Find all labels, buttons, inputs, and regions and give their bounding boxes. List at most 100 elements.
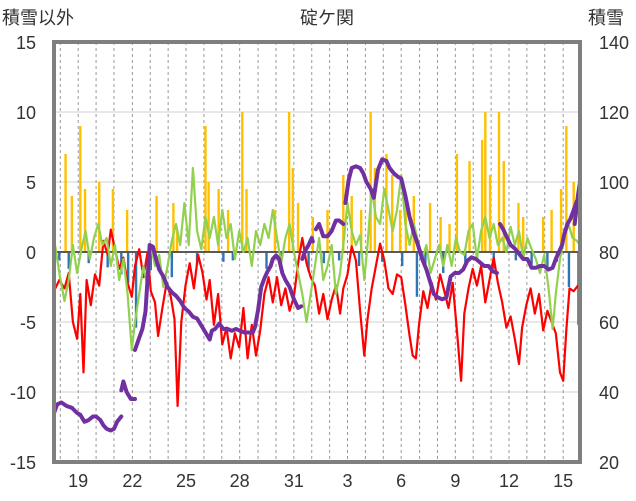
bar-s0-2 [79, 126, 82, 252]
x-tick-label-7: 9 [450, 471, 460, 491]
x-tick-label-9: 15 [553, 471, 573, 491]
bar-s0-5 [111, 189, 115, 252]
right-tick-label-6: 20 [599, 453, 619, 473]
line-s2-seg5 [343, 157, 499, 302]
bar-s0-35 [455, 154, 459, 252]
bar-s0-14 [241, 112, 244, 252]
bar-s1-20 [415, 252, 419, 297]
bar-s1-6 [134, 252, 138, 328]
bar-s0-47 [565, 126, 568, 252]
bar-s0-36 [468, 161, 471, 252]
line-s2-seg3 [300, 236, 315, 261]
bar-s1-11 [231, 252, 235, 261]
left-tick-label-3: 0 [26, 243, 36, 263]
bar-s0-38 [484, 112, 487, 252]
right-tick-label-1: 120 [599, 103, 629, 123]
bar-s0-24 [359, 210, 363, 252]
bar-s0-32 [428, 203, 432, 252]
bar-s0-45 [550, 210, 553, 252]
bar-s0-41 [502, 161, 505, 252]
bar-s1-19 [401, 252, 404, 266]
tick-label-layer: 15 10 5 0 -5 -10 -15 140 120 100 80 60 40 20 19 22 25 28 3… [10, 33, 629, 491]
line-s2-seg0 [52, 400, 124, 433]
left-tick-label-5: -10 [10, 383, 36, 403]
bar-s0-34 [448, 224, 451, 252]
x-tick-label-0: 19 [68, 471, 88, 491]
x-tick-label-6: 6 [396, 471, 406, 491]
bar-s1-28 [546, 252, 549, 268]
bar-s0-33 [439, 217, 442, 252]
line-s1-seg0 [52, 166, 582, 352]
bar-s1-30 [567, 252, 571, 287]
bar-s0-29 [398, 210, 402, 252]
bar-s0-46 [559, 189, 563, 252]
left-tick-label-6: -15 [10, 453, 36, 473]
bar-s1-16 [337, 252, 341, 261]
x-tick-label-3: 28 [230, 471, 250, 491]
bar-s1-27 [530, 252, 533, 265]
bar-s1-18 [381, 252, 384, 262]
right-tick-label-4: 60 [599, 313, 619, 333]
bar-s0-0 [64, 154, 67, 252]
bar-s0-7 [155, 196, 158, 252]
bar-s0-8 [172, 203, 175, 252]
plot-frame [52, 40, 582, 464]
bar-s1-14 [307, 252, 310, 272]
right-axis-title: 積雪 [588, 8, 624, 29]
right-tick-label-5: 40 [599, 383, 619, 403]
bar-s0-11 [207, 182, 210, 252]
line-s2-seg1 [119, 379, 137, 401]
bar-s1-8 [170, 252, 174, 278]
bar-s1-7 [149, 252, 152, 271]
bar-s1-17 [357, 252, 361, 266]
left-tick-label-2: 5 [26, 173, 36, 193]
bar-s0-28 [391, 175, 394, 252]
bar-s1-15 [322, 252, 326, 264]
bar-s0-40 [497, 112, 501, 252]
x-tick-label-4: 31 [284, 471, 304, 491]
bar-s1-1 [67, 252, 70, 269]
bar-s1-26 [514, 252, 518, 261]
line-s0-seg0 [52, 228, 582, 408]
bar-s0-20 [311, 217, 314, 252]
bar-s0-39 [488, 175, 492, 252]
right-tick-label-0: 140 [599, 33, 629, 53]
bar-s0-19 [296, 203, 300, 252]
x-tick-label-5: 3 [343, 471, 353, 491]
bar-s0-17 [287, 112, 291, 252]
bar-s0-15 [245, 189, 248, 252]
bar-s0-37 [480, 140, 484, 252]
bar-s0-3 [83, 189, 87, 252]
line-s2-seg4 [313, 218, 346, 239]
bar-s0-10 [204, 126, 207, 252]
line-s2-seg6 [498, 194, 582, 272]
bar-s0-44 [541, 217, 545, 252]
left-tick-label-4: -5 [20, 313, 36, 333]
x-tick-label-8: 12 [499, 471, 519, 491]
bar-s0-25 [369, 112, 372, 252]
bar-s0-42 [517, 203, 520, 252]
bar-s1-0 [58, 252, 61, 261]
bar-s1-23 [464, 252, 467, 264]
bar-s1-10 [222, 252, 225, 262]
left-tick-label-0: 15 [16, 33, 36, 53]
left-tick-label-1: 10 [16, 103, 36, 123]
line-s2-seg2 [133, 243, 304, 352]
bar-s0-1 [70, 196, 74, 252]
chart-title: 碇ケ関 [300, 8, 354, 29]
left-axis-title: 積雪以外 [2, 8, 74, 29]
bar-s1-5 [126, 252, 130, 283]
x-tick-label-2: 25 [176, 471, 196, 491]
line-layer [52, 157, 582, 433]
bar-s1-21 [424, 252, 427, 265]
bar-s0-21 [326, 210, 329, 252]
right-tick-label-2: 100 [599, 173, 629, 193]
x-tick-label-1: 22 [122, 471, 142, 491]
bar-s0-18 [291, 168, 295, 252]
bar-s0-6 [125, 210, 129, 252]
bar-s1-12 [265, 252, 268, 269]
bar-s0-9 [175, 231, 179, 252]
bar-s1-3 [106, 252, 109, 268]
bar-s0-22 [342, 175, 345, 252]
